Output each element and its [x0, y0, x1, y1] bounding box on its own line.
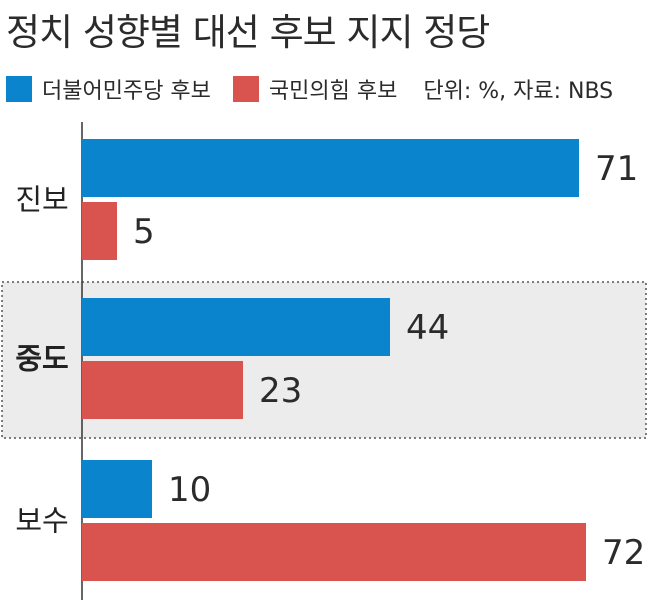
bar	[82, 298, 390, 356]
legend-swatch-democratic	[6, 76, 32, 102]
data-label: 10	[168, 470, 211, 510]
data-label: 23	[259, 371, 302, 411]
legend: 더불어민주당 후보 국민의힘 후보 단위: %, 자료: NBS	[6, 74, 613, 104]
data-label: 71	[595, 149, 638, 189]
bar	[82, 139, 579, 197]
legend-label-ppp: 국민의힘 후보	[268, 79, 398, 104]
category-label: 보수	[15, 504, 68, 538]
legend-swatch-ppp	[232, 76, 259, 102]
bar	[82, 202, 117, 260]
legend-label-democratic: 더불어민주당 후보	[42, 79, 211, 104]
category-label: 진보	[15, 183, 68, 217]
category-label: 중도	[15, 342, 68, 376]
bar	[82, 460, 152, 518]
bar	[82, 361, 243, 419]
data-label: 72	[602, 533, 645, 573]
bar	[82, 523, 586, 581]
data-label: 44	[406, 308, 449, 348]
chart-title: 정치 성향별 대선 후보 지지 정당	[6, 11, 490, 54]
legend-unit-source: 단위: %, 자료: NBS	[423, 79, 614, 104]
data-label: 5	[133, 212, 155, 252]
